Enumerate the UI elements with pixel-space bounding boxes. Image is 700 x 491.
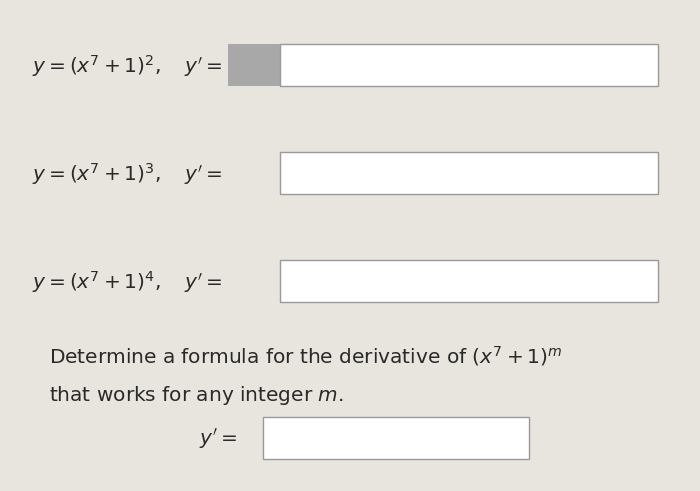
- Text: Determine a formula for the derivative of $(x^7 + 1)^m$: Determine a formula for the derivative o…: [49, 344, 563, 368]
- Text: $y = (x^7 + 1)^2, \quad y' = $: $y = (x^7 + 1)^2, \quad y' = $: [32, 54, 222, 79]
- FancyBboxPatch shape: [262, 417, 528, 459]
- FancyBboxPatch shape: [228, 44, 280, 86]
- Text: $y' = $: $y' = $: [199, 427, 238, 452]
- FancyBboxPatch shape: [280, 260, 658, 302]
- FancyBboxPatch shape: [280, 152, 658, 194]
- FancyBboxPatch shape: [280, 44, 658, 86]
- Text: that works for any integer $m$.: that works for any integer $m$.: [49, 384, 344, 407]
- Text: $y = (x^7 + 1)^3, \quad y' = $: $y = (x^7 + 1)^3, \quad y' = $: [32, 162, 222, 187]
- Text: $y = (x^7 + 1)^4, \quad y' = $: $y = (x^7 + 1)^4, \quad y' = $: [32, 270, 222, 295]
